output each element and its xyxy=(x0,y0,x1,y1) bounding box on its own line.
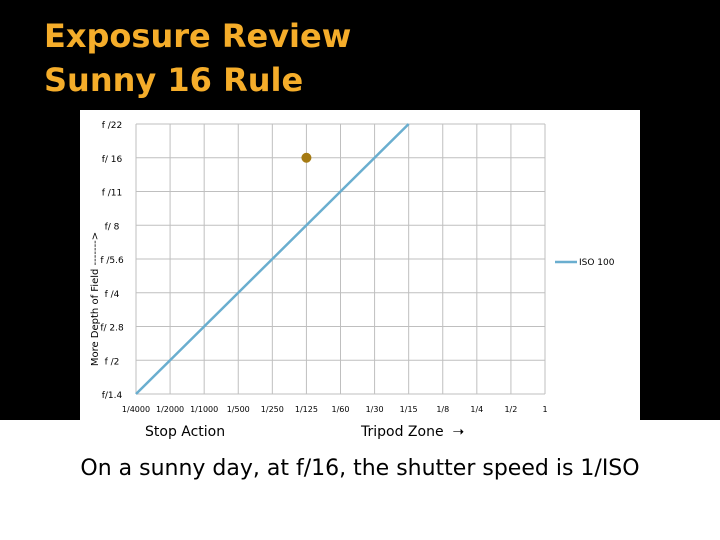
caption-area xyxy=(0,420,720,540)
series-line xyxy=(135,123,410,395)
x-tick-label: 1/4000 xyxy=(122,405,150,414)
sunny16-chart: f/1.4 f /2 f/ 2.8 f /4 f /5.6 f/ 8 f /11 f/ 16 f… xyxy=(90,121,615,414)
caption: On a sunny day, at f/16, the shutter spe… xyxy=(80,456,640,481)
x-tick-label: 1/30 xyxy=(366,405,384,414)
x-tick-label: 1/250 xyxy=(261,405,284,414)
x-tick-label: 1/2000 xyxy=(156,405,184,414)
x-tick-label: 1/8 xyxy=(436,405,449,414)
chart-panel: f/1.4 f /2 f/ 2.8 f /4 f /5.6 f/ 8 f /11 f/ 16 f… xyxy=(80,110,640,420)
slide-title: Exposure Review Sunny 16 Rule xyxy=(44,14,351,102)
y-tick-label: f /22 xyxy=(102,121,123,131)
x-tick-label: 1/1000 xyxy=(190,405,218,414)
y-tick-label: f /11 xyxy=(102,189,123,199)
x-tick-label: 1/500 xyxy=(227,405,250,414)
y-tick-label: f/ 8 xyxy=(105,222,120,232)
y-axis-label: More Depth of Field -------> xyxy=(90,232,101,366)
tripod-zone-label: Tripod Zone ➝ xyxy=(361,424,464,440)
x-tick-label: 1/2 xyxy=(504,405,517,414)
highlight-marker xyxy=(301,152,312,163)
stop-action-label: Stop Action xyxy=(145,424,226,440)
x-tick-label: 1/60 xyxy=(332,405,350,414)
x-tick-label: 1 xyxy=(542,405,547,414)
y-tick-label: f/ 16 xyxy=(102,155,123,165)
title-line-2: Sunny 16 Rule xyxy=(44,61,304,99)
x-tick-label: 1/125 xyxy=(295,405,318,414)
x-tick-label: 1/15 xyxy=(400,405,418,414)
y-tick-label: f/1.4 xyxy=(102,391,123,401)
legend-label: ISO 100 xyxy=(579,258,615,268)
title-line-1: Exposure Review xyxy=(44,17,352,55)
y-tick-label: f /2 xyxy=(105,357,120,367)
y-tick-label: f/ 2.8 xyxy=(100,324,124,334)
y-tick-label: f /4 xyxy=(105,290,120,300)
x-tick-label: 1/4 xyxy=(470,405,483,414)
tripod-zone-text: Tripod Zone xyxy=(361,424,444,440)
right-arrow-icon: ➝ xyxy=(448,424,465,440)
y-tick-label: f /5.6 xyxy=(100,256,124,266)
